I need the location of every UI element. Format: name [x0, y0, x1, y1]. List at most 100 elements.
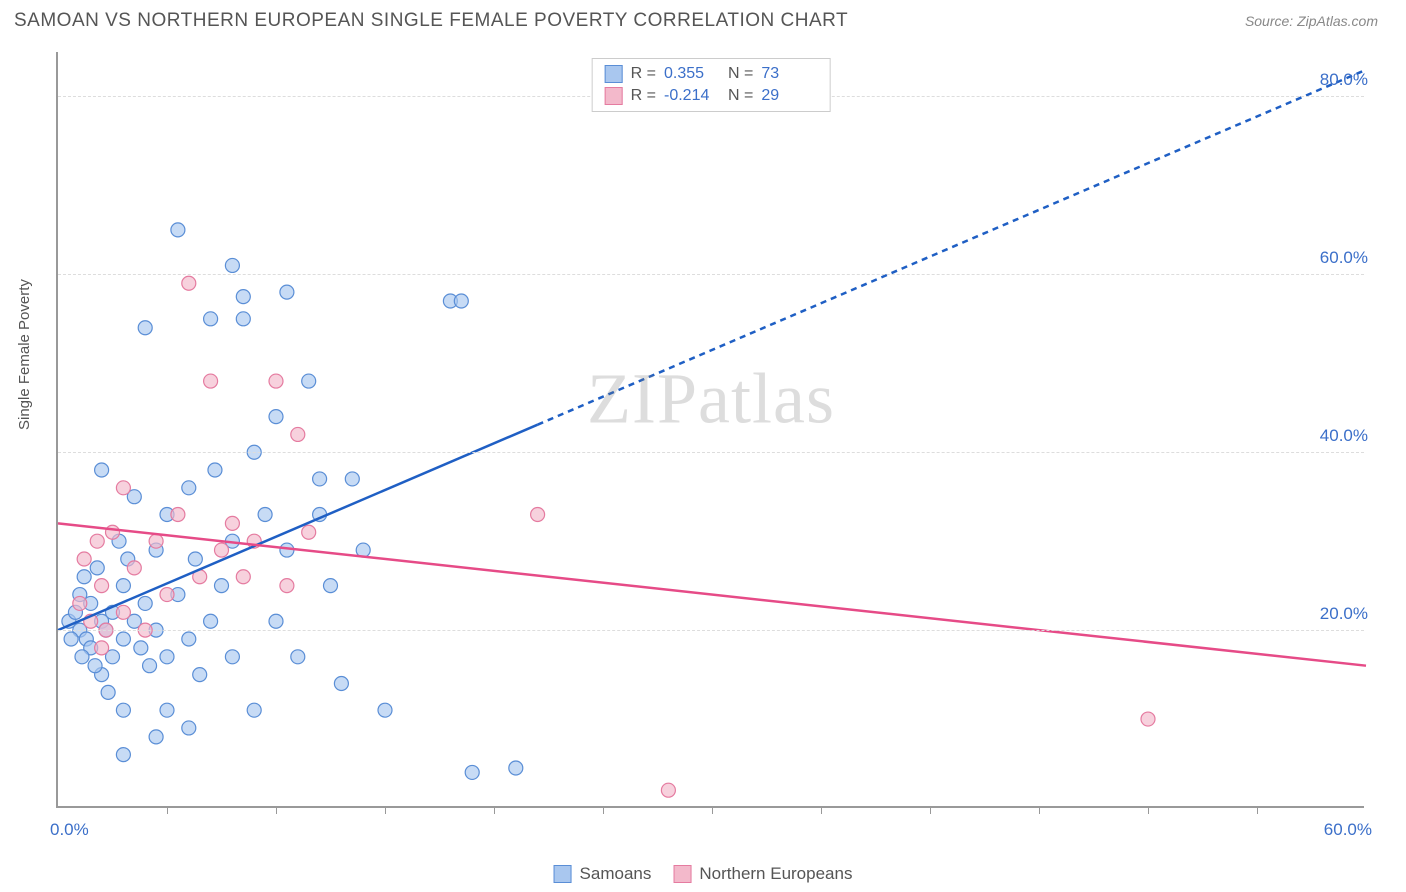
data-point: [258, 507, 272, 521]
data-point: [193, 668, 207, 682]
legend-series-item: Northern Europeans: [673, 864, 852, 884]
data-point: [116, 579, 130, 593]
data-point: [95, 641, 109, 655]
data-point: [465, 765, 479, 779]
legend-n-label: N =: [728, 87, 753, 105]
data-point: [95, 579, 109, 593]
data-point: [454, 294, 468, 308]
chart-svg: [58, 52, 1364, 806]
data-point: [182, 632, 196, 646]
legend-swatch: [605, 65, 623, 83]
data-point: [149, 730, 163, 744]
legend-series-item: Samoans: [554, 864, 652, 884]
data-point: [208, 463, 222, 477]
x-tick: [821, 806, 822, 814]
data-point: [134, 641, 148, 655]
legend-r-value: -0.214: [664, 87, 720, 105]
data-point: [182, 481, 196, 495]
data-point: [106, 525, 120, 539]
data-point: [291, 427, 305, 441]
data-point: [77, 552, 91, 566]
legend-r-value: 0.355: [664, 65, 720, 83]
data-point: [90, 561, 104, 575]
chart-source: Source: ZipAtlas.com: [1245, 13, 1378, 29]
data-point: [88, 659, 102, 673]
data-point: [247, 703, 261, 717]
x-tick: [930, 806, 931, 814]
data-point: [204, 312, 218, 326]
legend-n-value: 29: [761, 87, 817, 105]
data-point: [127, 561, 141, 575]
chart-title: SAMOAN VS NORTHERN EUROPEAN SINGLE FEMAL…: [14, 10, 848, 32]
data-point: [1141, 712, 1155, 726]
data-point: [171, 507, 185, 521]
legend-r-label: R =: [631, 65, 656, 83]
data-point: [138, 321, 152, 335]
data-point: [334, 676, 348, 690]
x-tick-label: 60.0%: [1324, 820, 1372, 840]
legend-n-label: N =: [728, 65, 753, 83]
data-point: [160, 588, 174, 602]
data-point: [149, 534, 163, 548]
trend-line-extrapolated: [538, 70, 1366, 425]
legend-series: Samoans Northern Europeans: [554, 864, 853, 884]
data-point: [269, 410, 283, 424]
legend-row: R = -0.214 N = 29: [605, 85, 818, 107]
plot-area: ZIPatlas R =0.355N =73R =-0.214N =29 20.…: [56, 52, 1364, 808]
data-point: [116, 748, 130, 762]
data-point: [95, 463, 109, 477]
data-point: [116, 481, 130, 495]
data-point: [160, 650, 174, 664]
x-tick: [1039, 806, 1040, 814]
data-point: [73, 596, 87, 610]
data-point: [182, 276, 196, 290]
legend-r-label: R =: [631, 87, 656, 105]
legend-row: R =0.355N =73: [605, 63, 818, 85]
legend-series-label: Northern Europeans: [699, 864, 852, 884]
y-tick-label: 40.0%: [1320, 426, 1368, 446]
data-point: [280, 285, 294, 299]
data-point: [225, 650, 239, 664]
y-axis-label: Single Female Poverty: [16, 279, 33, 430]
data-point: [171, 223, 185, 237]
x-tick-label: 0.0%: [50, 820, 89, 840]
data-point: [101, 685, 115, 699]
gridline: [58, 274, 1364, 275]
y-tick-label: 60.0%: [1320, 248, 1368, 268]
data-point: [225, 258, 239, 272]
data-point: [138, 596, 152, 610]
data-point: [269, 614, 283, 628]
x-tick: [1257, 806, 1258, 814]
data-point: [236, 312, 250, 326]
data-point: [204, 614, 218, 628]
trend-line: [58, 523, 1366, 665]
data-point: [302, 374, 316, 388]
legend-correlation: R =0.355N =73R =-0.214N =29: [592, 58, 831, 112]
data-point: [64, 632, 78, 646]
data-point: [116, 632, 130, 646]
data-point: [188, 552, 202, 566]
x-tick: [385, 806, 386, 814]
y-tick-label: 80.0%: [1320, 70, 1368, 90]
x-tick: [167, 806, 168, 814]
data-point: [661, 783, 675, 797]
legend-swatch: [605, 87, 623, 105]
legend-series-label: Samoans: [580, 864, 652, 884]
gridline: [58, 630, 1364, 631]
data-point: [378, 703, 392, 717]
x-tick: [276, 806, 277, 814]
chart-header: SAMOAN VS NORTHERN EUROPEAN SINGLE FEMAL…: [0, 0, 1406, 38]
gridline: [58, 452, 1364, 453]
legend-swatch: [673, 865, 691, 883]
data-point: [90, 534, 104, 548]
trend-line: [58, 425, 538, 630]
data-point: [313, 472, 327, 486]
data-point: [143, 659, 157, 673]
data-point: [509, 761, 523, 775]
data-point: [225, 516, 239, 530]
data-point: [215, 579, 229, 593]
data-point: [160, 703, 174, 717]
data-point: [324, 579, 338, 593]
x-tick: [712, 806, 713, 814]
data-point: [116, 605, 130, 619]
